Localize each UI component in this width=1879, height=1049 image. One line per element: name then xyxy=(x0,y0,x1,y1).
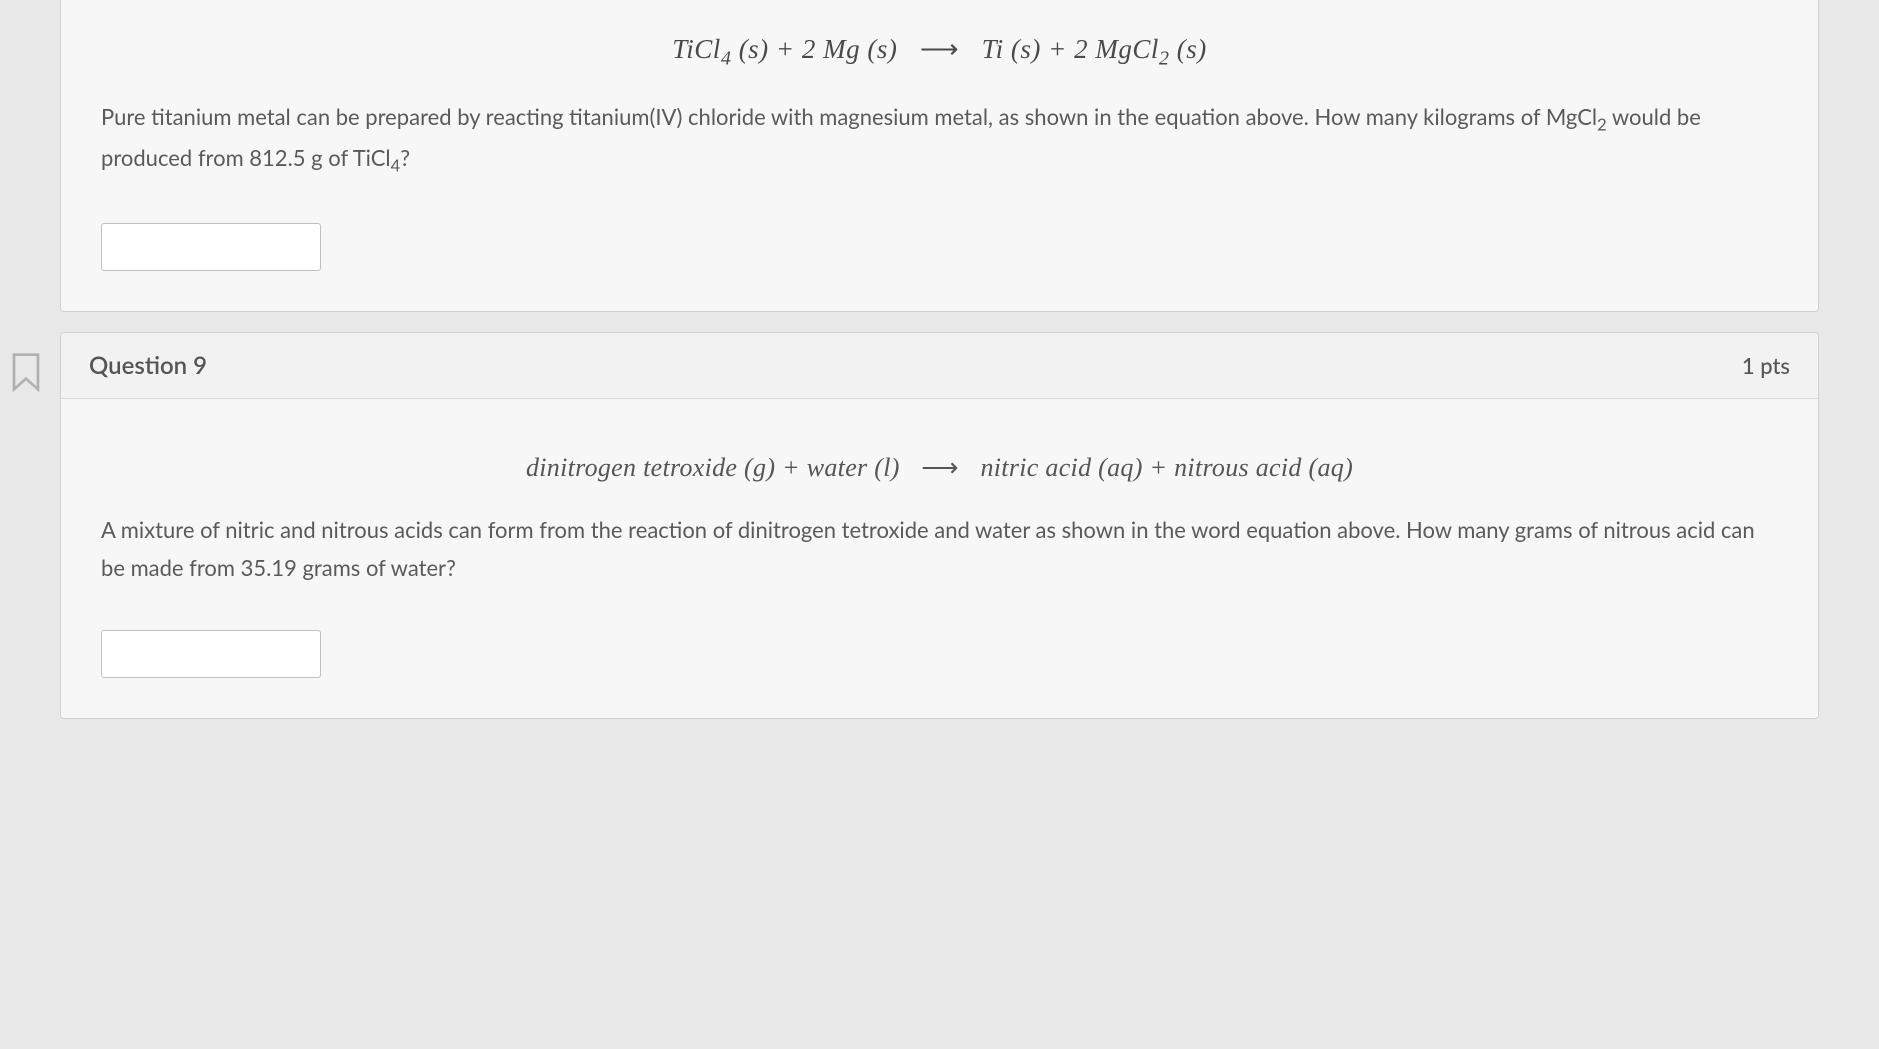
question-9-header: Question 9 1 pts xyxy=(61,333,1818,399)
question-8-answer-input[interactable] xyxy=(101,223,321,271)
question-9-answer-input[interactable] xyxy=(101,630,321,678)
question-8-card: TiCl4 (s) + 2 Mg (s) ⟶ Ti (s) + 2 MgCl2 … xyxy=(60,0,1819,312)
question-9-text: A mixture of nitric and nitrous acids ca… xyxy=(101,511,1778,586)
question-8-equation: TiCl4 (s) + 2 Mg (s) ⟶ Ti (s) + 2 MgCl2 … xyxy=(101,34,1778,70)
question-9-card: Question 9 1 pts dinitrogen tetroxide (g… xyxy=(60,332,1819,719)
question-8-body: TiCl4 (s) + 2 Mg (s) ⟶ Ti (s) + 2 MgCl2 … xyxy=(61,0,1818,311)
question-8-text: Pure titanium metal can be prepared by r… xyxy=(101,98,1778,179)
bookmark-icon[interactable] xyxy=(10,352,42,390)
question-9-points: 1 pts xyxy=(1742,352,1790,379)
question-9-title: Question 9 xyxy=(89,351,207,380)
question-9-equation: dinitrogen tetroxide (g) + water (l) ⟶ n… xyxy=(101,453,1778,483)
question-9-body: dinitrogen tetroxide (g) + water (l) ⟶ n… xyxy=(61,399,1818,718)
